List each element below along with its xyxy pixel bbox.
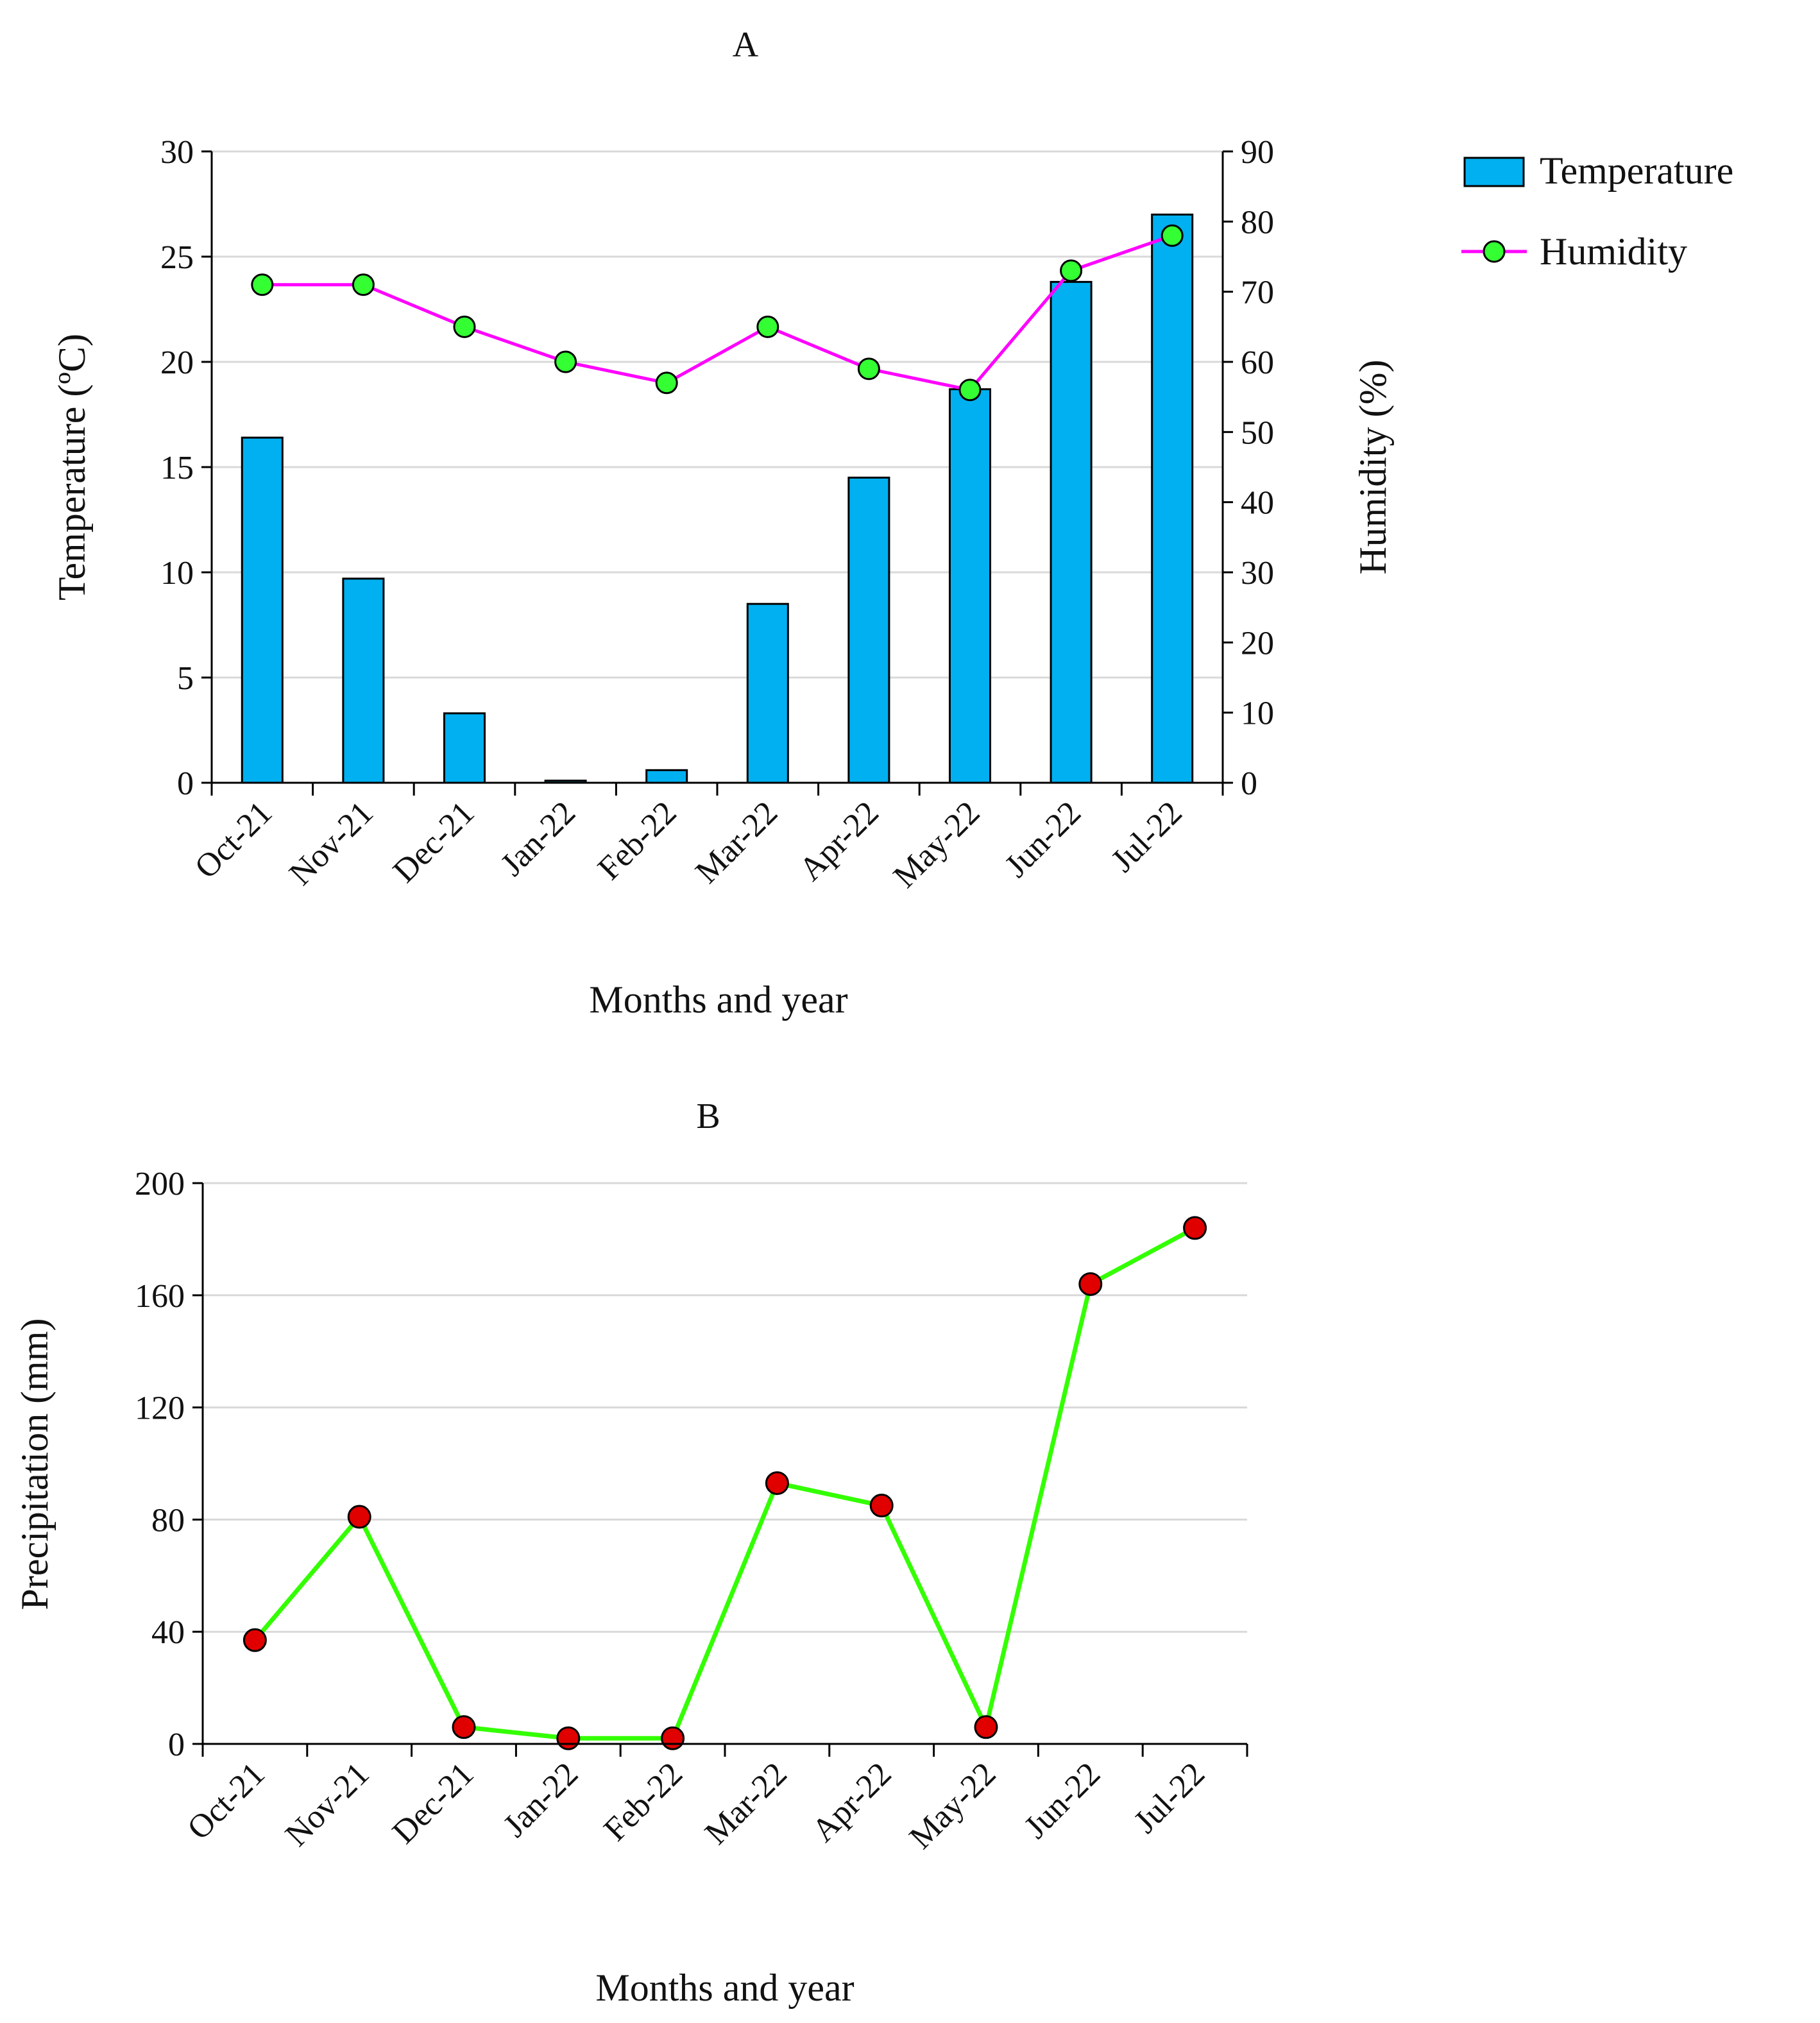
humidity-tick-label: 50 [1241, 414, 1274, 451]
precipitation-point [765, 1471, 789, 1496]
precipitation-point [452, 1715, 476, 1739]
temperature-bar [342, 577, 385, 784]
humidity-axis-title: Humidity (%) [1352, 360, 1394, 575]
precipitation-point [1183, 1216, 1207, 1240]
precipitation-point [869, 1494, 894, 1518]
temperature-bars [241, 213, 1194, 784]
humidity-point [1161, 224, 1184, 247]
temperature-tick-label: 15 [160, 450, 194, 486]
temperature-bar [847, 476, 890, 784]
panel-b-title: B [696, 1097, 720, 1136]
precipitation-point [242, 1628, 267, 1652]
precipitation-tick-label: 120 [135, 1390, 185, 1427]
panel-a-x-tick-label: Jan-22 [494, 794, 583, 883]
panel-a-x-tick-label: Nov-21 [282, 794, 380, 892]
precipitation-point [347, 1505, 371, 1529]
humidity-tick-label: 60 [1241, 345, 1274, 381]
temperature-bar [1050, 280, 1093, 784]
panel-b-x-tick-label: Nov-21 [278, 1755, 377, 1854]
panel-b-x-tick-label: May-22 [903, 1755, 1003, 1856]
panel-b-x-tick-label: Apr-22 [805, 1755, 899, 1849]
temperature-bar [241, 436, 284, 784]
temperature-tick-label: 30 [160, 134, 194, 171]
humidity-tick-label: 0 [1241, 765, 1257, 802]
temperature-bar [746, 602, 789, 784]
humidity-tick-label: 30 [1241, 555, 1274, 592]
humidity-point [453, 315, 476, 338]
panel-b-x-tick-label: Dec-21 [386, 1755, 481, 1851]
temperature-tick-label: 0 [177, 765, 194, 802]
humidity-tick-label: 80 [1241, 204, 1274, 241]
humidity-point [352, 273, 375, 296]
precipitation-point [661, 1726, 685, 1750]
temperature-bar [443, 712, 486, 784]
humidity-tick-label: 20 [1241, 625, 1274, 662]
panel-a-legend: Temperature Humidity [1461, 149, 1733, 273]
precipitation-point [974, 1715, 998, 1739]
precipitation-tick-label: 200 [135, 1166, 185, 1202]
panel-a-axes: 0 5 10 15 20 25 30 0 10 20 30 40 50 60 70 80 90 Oct-21 Nov… [160, 134, 1274, 895]
panel-a-chart: A 0 5 10 15 20 25 30 0 10 20 30 40 50 60 70 80 90 Oct-21 N… [51, 25, 1733, 1021]
temperature-bar [1151, 213, 1194, 784]
panel-b-x-tick-label: Feb-22 [597, 1755, 690, 1848]
humidity-point [756, 315, 779, 338]
legend-temperature-label: Temperature [1540, 149, 1733, 192]
temperature-bar [948, 388, 992, 784]
legend-temperature-swatch [1463, 157, 1525, 187]
humidity-point [251, 273, 274, 296]
panel-a-x-tick-label: Feb-22 [591, 794, 683, 887]
panel-a-x-tick-label: May-22 [887, 794, 987, 895]
precipitation-tick-label: 40 [151, 1614, 185, 1651]
precipitation-axis-title: Precipitation (mm) [13, 1319, 56, 1610]
temperature-axis-title: Temperature (ºC) [51, 334, 93, 601]
legend-humidity-marker [1483, 240, 1506, 263]
temperature-tick-label: 25 [160, 239, 194, 276]
legend-humidity-label: Humidity [1540, 230, 1687, 273]
humidity-point [1060, 259, 1083, 282]
panel-a-x-tick-label: Dec-21 [386, 794, 482, 890]
humidity-point [655, 371, 678, 395]
panel-a-x-tick-label: Mar-22 [688, 794, 785, 891]
panel-b-chart: B 0 40 80 120 160 200 Oct-21 Nov-21 Dec-21 Jan-22… [13, 1097, 1248, 2009]
humidity-line-group [251, 224, 1184, 402]
precipitation-tick-label: 0 [168, 1727, 185, 1763]
panel-a-x-axis-title: Months and year [589, 978, 847, 1021]
humidity-tick-label: 10 [1241, 696, 1274, 732]
humidity-point [857, 357, 880, 380]
panel-a-title: A [733, 25, 759, 65]
panel-b-axes: 0 40 80 120 160 200 Oct-21 Nov-21 Dec-21 Jan-22 Fe… [135, 1166, 1248, 1856]
panel-b-x-tick-label: Oct-21 [180, 1755, 271, 1847]
panel-a-x-tick-label: Oct-21 [188, 794, 279, 885]
humidity-tick-label: 40 [1241, 485, 1274, 522]
precipitation-line-group [242, 1216, 1207, 1750]
humidity-point [554, 350, 577, 373]
temperature-tick-label: 5 [177, 660, 194, 697]
humidity-line [262, 234, 1173, 392]
humidity-tick-label: 70 [1241, 275, 1274, 311]
panel-b-x-axis-title: Months and year [595, 1967, 854, 2009]
precipitation-tick-label: 160 [135, 1278, 185, 1315]
precipitation-point [1078, 1272, 1103, 1296]
temperature-bar [645, 769, 688, 784]
panel-b-x-tick-label: Jan-22 [497, 1755, 585, 1844]
precipitation-tick-label: 80 [151, 1502, 185, 1539]
panel-a-x-tick-label: Jul-22 [1104, 794, 1189, 879]
panel-b-x-tick-label: Jun-22 [1017, 1755, 1107, 1845]
humidity-tick-label: 90 [1241, 134, 1274, 171]
panel-b-x-tick-label: Jul-22 [1127, 1755, 1212, 1840]
precipitation-point [556, 1726, 581, 1750]
panel-a-x-tick-label: Apr-22 [792, 794, 886, 888]
precipitation-line [253, 1225, 1196, 1741]
temperature-tick-label: 10 [160, 555, 194, 592]
humidity-point [958, 379, 982, 402]
temperature-tick-label: 20 [160, 345, 194, 381]
panel-b-x-tick-label: Mar-22 [698, 1755, 794, 1852]
panel-b-gridlines [203, 1182, 1247, 1633]
panel-a-x-tick-label: Jun-22 [998, 794, 1088, 884]
